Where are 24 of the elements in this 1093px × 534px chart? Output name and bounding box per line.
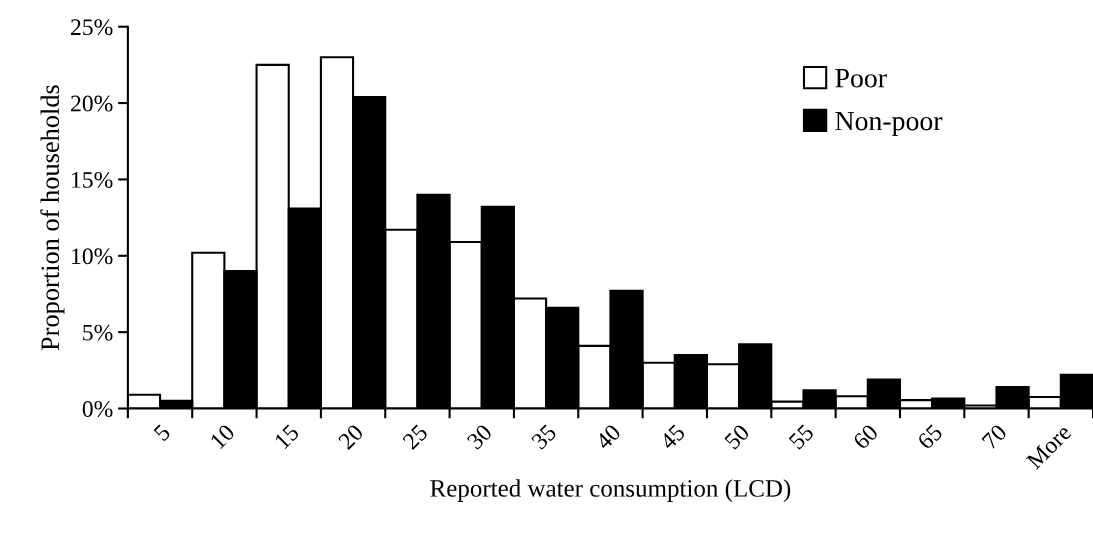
legend-label: Poor [835,69,887,88]
x-tick-label: 5 [153,423,172,442]
y-tick-label: 0% [82,401,113,418]
x-tick-label: 35 [530,423,558,451]
y-tick-label: 5% [83,324,113,341]
x-tick-label: 45 [659,423,686,451]
y-tick-label: 25% [71,19,113,36]
legend-label: Non-poor [835,111,943,137]
x-tick-label: 20 [337,423,365,451]
x-axis-title: Reported water consumption (LCD) [430,479,791,502]
x-tick-label: 10 [209,423,236,450]
x-tick-label: 65 [916,423,944,451]
y-axis-title: Proportion of households [40,85,65,351]
x-tick-label: 30 [466,423,493,451]
x-tick-label: 60 [852,423,879,451]
y-tick-label: 15% [72,171,113,188]
y-tick-label: 10% [72,248,113,265]
x-tick-label: 25 [401,423,429,451]
x-tick-label: 55 [788,423,815,450]
x-tick-label: 15 [274,423,300,450]
y-tick-label: 20% [71,95,113,112]
x-tick-label: 40 [594,423,622,451]
x-tick-label: 50 [723,423,751,450]
x-tick-label: 70 [981,423,1008,450]
